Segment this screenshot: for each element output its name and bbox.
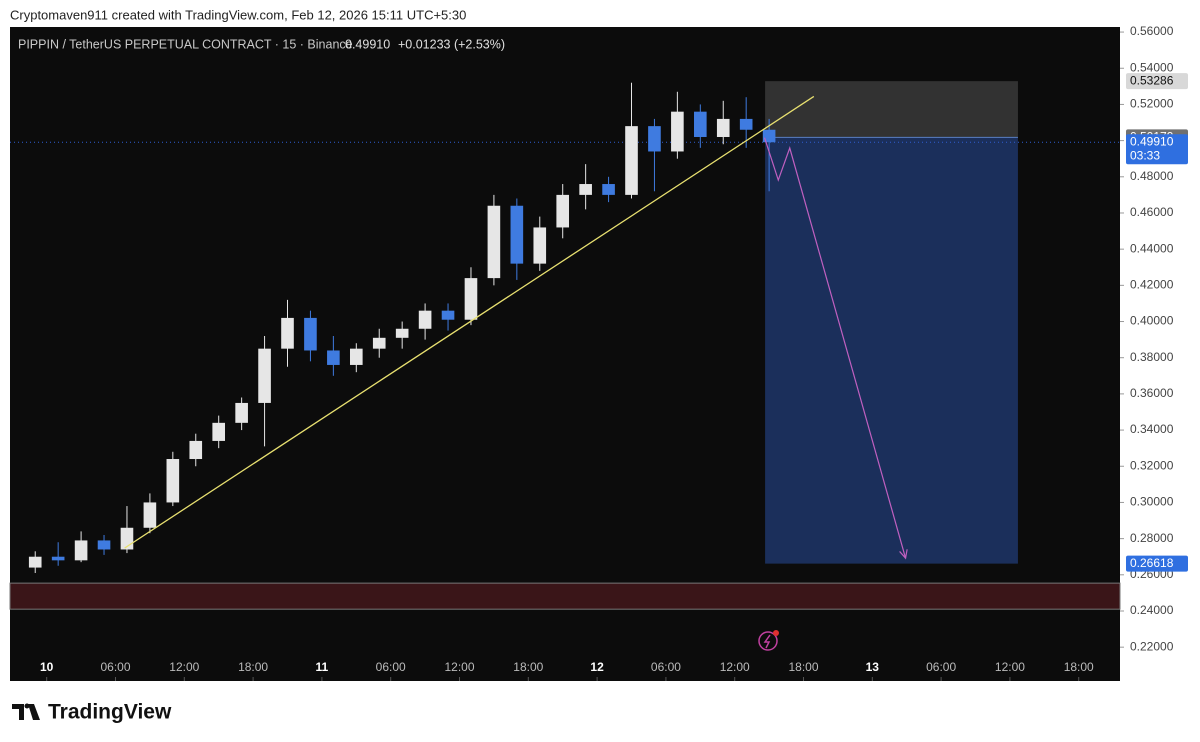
symbol: PIPPIN / TetherUS PERPETUAL CONTRACT · 1… [18,37,353,51]
candle-body [51,556,65,561]
candle-body [189,440,203,460]
candle-body [671,111,684,152]
y-tick-label: 0.54000 [1130,60,1174,74]
alert-icon [758,630,779,651]
candle-body [556,194,570,228]
projection-arrow [763,137,907,559]
x-tick-label: 18:00 [788,660,818,674]
candle-body [625,126,638,195]
candle-body [441,310,455,320]
countdown: 03:33 [1130,148,1160,162]
y-tick-label: 0.30000 [1130,495,1174,509]
y-tick-label: 0.42000 [1130,278,1174,292]
x-tick-label: 18:00 [513,660,543,674]
candle-body [235,402,248,423]
candle-body [694,111,707,137]
candle-body [418,310,432,329]
header-price: 0.49910 [345,37,390,51]
y-tick-label: 0.52000 [1130,97,1174,111]
stop-label: 0.53286 [1130,73,1174,87]
x-tick-label: 18:00 [238,660,268,674]
target-zone [765,137,1018,564]
candle-body [372,337,386,349]
stop-zone [765,81,1018,138]
candle-body [395,328,409,338]
x-tick-label: 18:00 [1064,660,1094,674]
plot [9,81,1121,610]
x-tick-label: 13 [866,660,880,674]
x-tick-label: 12:00 [444,660,474,674]
header-change: +0.01233 (+2.53%) [398,37,505,51]
y-tick-label: 0.36000 [1130,386,1174,400]
brand-name: TradingView [48,701,172,724]
y-tick-label: 0.46000 [1130,205,1174,219]
candle-body [281,317,294,349]
x-tick-label: 11 [316,660,329,674]
candle-body [166,459,180,503]
x-tick-label: 12:00 [169,660,199,674]
y-tick-label: 0.34000 [1130,422,1174,436]
candle-body [510,205,524,264]
y-tick-label: 0.44000 [1130,241,1174,255]
x-tick-label: 06:00 [100,660,130,674]
candle-body [349,348,363,365]
y-tick-label: 0.24000 [1130,603,1174,617]
candle-body [579,184,592,195]
trendline [124,95,815,549]
candle-body [716,118,730,137]
last-price-label: 0.49910 [1130,134,1174,148]
candle-body [533,227,547,264]
candle-body [212,422,226,441]
x-tick-label: 06:00 [926,660,956,674]
stop-label-box [1126,73,1188,90]
y-tick-label: 0.56000 [1130,24,1174,38]
x-tick-label: 12 [590,660,604,674]
y-tick-label: 0.38000 [1130,350,1174,364]
y-tick-label: 0.28000 [1130,531,1174,545]
candle-body [143,502,157,528]
target-label-box [1126,555,1188,572]
support-zone [9,582,1121,610]
candle-body [28,556,42,568]
y-tick-label: 0.48000 [1130,169,1174,183]
x-tick-label: 06:00 [651,660,681,674]
y-tick-label: 0.32000 [1130,458,1174,472]
candle-body [304,317,317,351]
arrow-head [899,549,908,560]
x-tick-label: 10 [40,660,54,674]
candle-body [739,118,753,130]
x-tick-label: 12:00 [720,660,750,674]
candle-body [97,540,111,550]
candle-body [602,184,615,195]
target-label: 0.26618 [1130,556,1174,570]
candle-body [464,278,478,320]
last-price-label-box [1126,134,1188,165]
y-tick-label: 0.40000 [1130,314,1174,328]
candle-body [327,350,340,365]
candle-body [648,126,661,152]
brand-logo [12,703,40,720]
y-tick-label: 0.22000 [1130,639,1174,653]
candle-body [258,348,271,403]
x-tick-label: 06:00 [376,660,406,674]
candle-body [762,129,776,143]
x-tick-label: 12:00 [995,660,1025,674]
attribution: Cryptomaven911 created with TradingView.… [10,7,466,22]
candle-body [487,205,501,279]
candle-body [74,540,88,561]
